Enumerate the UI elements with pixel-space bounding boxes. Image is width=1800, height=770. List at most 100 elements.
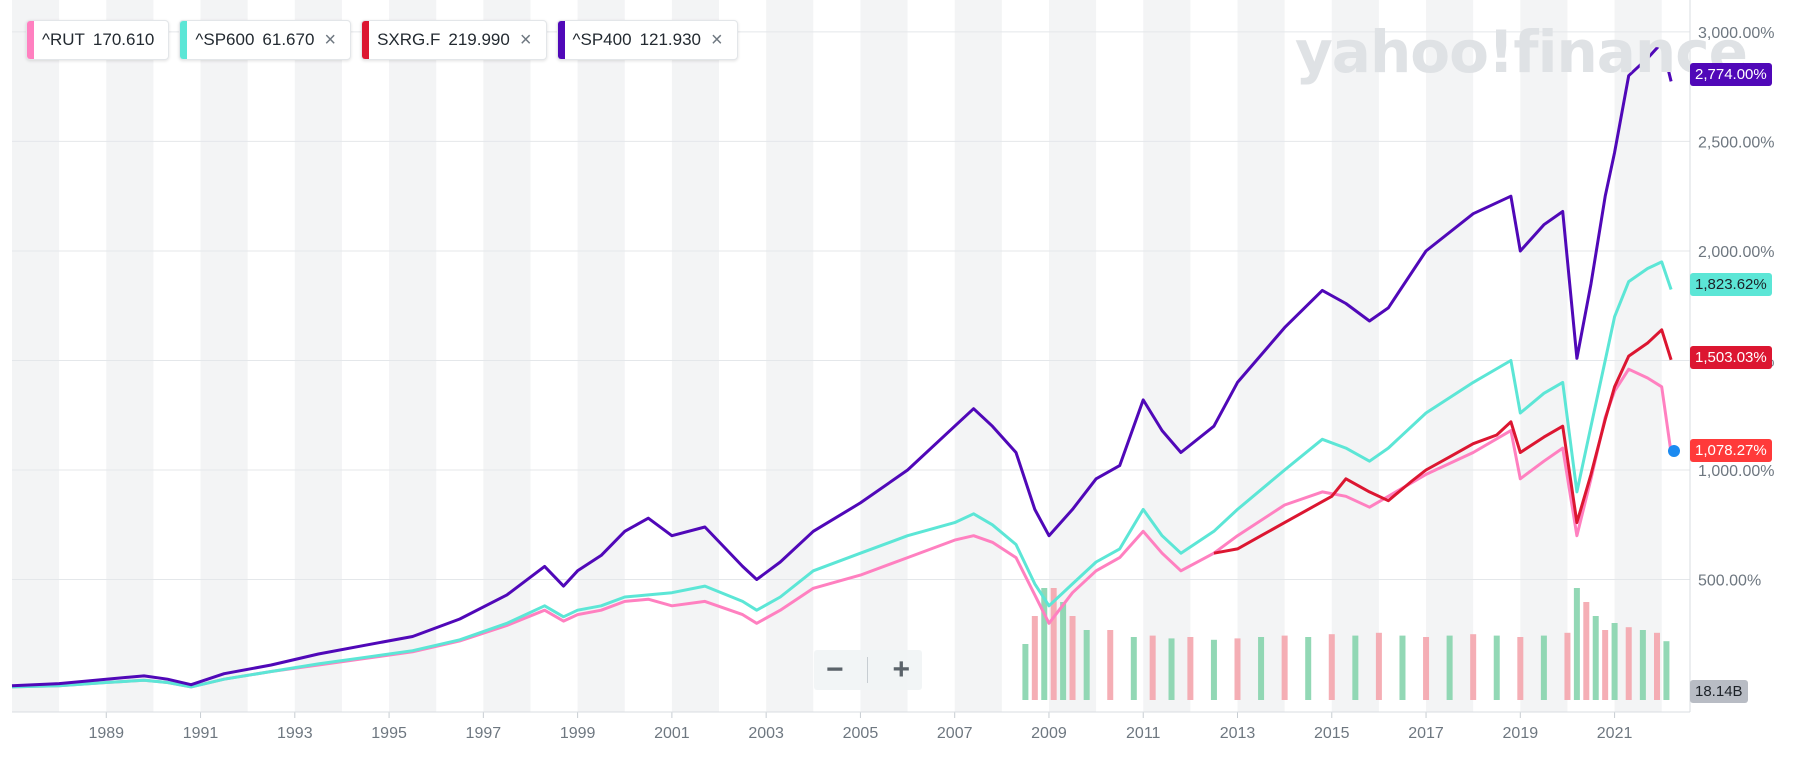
volume-bar [1210, 639, 1217, 700]
year-band [860, 0, 908, 712]
volume-bar [1592, 616, 1599, 700]
zoom-out-button[interactable]: − [825, 653, 844, 686]
legend-color-swatch [180, 21, 188, 59]
x-tick-label: 1993 [277, 725, 313, 742]
volume-bar [1663, 641, 1670, 700]
volume-bar [1399, 635, 1406, 700]
volume-bar [1083, 630, 1090, 700]
volume-bar [1031, 616, 1038, 700]
legend-symbol: ^SP600 [195, 30, 255, 49]
volume-bar [1168, 638, 1175, 700]
volume-bar [1639, 630, 1646, 700]
series-line-sp600 [11, 260, 1673, 689]
y-tick-label: 1,000.00% [1698, 463, 1775, 480]
x-tick-label: 2021 [1597, 725, 1633, 742]
end-label-rut: 1,078.27% [1690, 439, 1772, 462]
x-tick-label: 2015 [1314, 725, 1350, 742]
series-lines [11, 41, 1673, 689]
year-band [671, 0, 720, 712]
volume-label: 18.14B [1690, 680, 1748, 703]
legend-chip-rut[interactable]: ^RUT 170.610 [26, 20, 170, 60]
y-tick-label: 2,000.00% [1698, 244, 1775, 261]
x-tick-label: 1997 [466, 725, 502, 742]
volume-bar [1187, 637, 1194, 700]
volume-bar [1602, 630, 1609, 700]
close-icon[interactable]: × [324, 29, 337, 51]
volume-bar [1041, 588, 1048, 700]
year-band [1426, 0, 1474, 712]
legend-chip-sp600[interactable]: ^SP600 61.670 × [179, 20, 352, 60]
current-price-dot [1668, 445, 1680, 457]
y-tick-label: 500.00% [1698, 573, 1761, 590]
y-tick-label: 2,500.00% [1698, 134, 1775, 151]
volume-bar [1281, 635, 1288, 700]
year-band [1614, 0, 1662, 712]
x-tick-label: 1989 [88, 725, 124, 742]
legend-chip-sp400[interactable]: ^SP400 121.930 × [556, 20, 738, 60]
volume-bar [1060, 602, 1067, 700]
legend-color-swatch [362, 21, 370, 59]
x-tick-label: 2001 [654, 725, 690, 742]
volume-bar [1352, 635, 1359, 700]
volume-bar [1258, 637, 1265, 700]
volume-bar [1573, 588, 1580, 700]
volume-bar [1375, 632, 1382, 700]
volume-bar [1328, 634, 1335, 700]
series-line-sp400 [11, 41, 1673, 688]
legend-symbol: ^SP400 [572, 30, 632, 49]
x-tick-label: 2005 [843, 725, 879, 742]
zoom-in-button[interactable]: + [892, 653, 910, 686]
legend-value: 61.670 [262, 30, 315, 49]
y-axis-ticks: 500.00%1,000.00%1,500.00%2,000.00%2,500.… [1698, 25, 1775, 590]
x-tick-label: 2017 [1408, 725, 1444, 742]
volume-bar [1517, 637, 1524, 700]
alternating-year-bands [12, 0, 1662, 712]
end-label-sxrg: 1,503.03% [1690, 346, 1772, 369]
volume-bar [1446, 635, 1453, 700]
volume-bar [1107, 630, 1114, 700]
year-band [389, 0, 437, 712]
x-tick-label: 2007 [937, 725, 973, 742]
x-axis-ticks: 1989 1991 1993 1995 1997 1999 2001 2003 2005 2007… [88, 712, 1632, 742]
end-label-sp400: 2,774.00% [1690, 63, 1772, 86]
volume-bar [1305, 637, 1312, 700]
volume-bar [1625, 627, 1632, 700]
close-icon[interactable]: × [711, 29, 723, 51]
x-tick-label: 1999 [560, 725, 596, 742]
series-line-sxrgf [1213, 328, 1673, 555]
legend-color-swatch [27, 21, 34, 59]
volume-bar [1540, 635, 1547, 700]
zoom-controls: − + [814, 650, 922, 690]
x-tick-label: 1991 [183, 725, 219, 742]
legend-value: 170.610 [92, 30, 155, 49]
volume-bar [1470, 634, 1477, 700]
volume-bar [1069, 616, 1076, 700]
end-label-sp600: 1,823.62% [1690, 273, 1772, 296]
volume-bar [1149, 635, 1156, 700]
volume-bar [1611, 623, 1618, 700]
year-band [12, 0, 60, 712]
x-tick-label: 1995 [371, 725, 407, 742]
legend-symbol: SXRG.F [377, 30, 441, 49]
legend-value: 121.930 [639, 30, 702, 49]
y-tick-label: 3,000.00% [1698, 25, 1775, 42]
x-tick-label: 2009 [1031, 725, 1067, 742]
close-icon[interactable]: × [519, 29, 532, 51]
volume-bar [1234, 638, 1241, 700]
year-band [106, 0, 154, 712]
year-band [1331, 0, 1379, 712]
volume-bar [1564, 632, 1571, 700]
legend-chip-sxrg[interactable]: SXRG.F 219.990 × [361, 20, 547, 60]
volume-bar [1130, 637, 1137, 700]
x-tick-label: 2011 [1126, 725, 1161, 742]
volume-bar [1423, 637, 1430, 700]
volume-bars [1022, 588, 1670, 700]
x-tick-label: 2019 [1503, 725, 1539, 742]
legend-color-swatch [557, 21, 565, 59]
year-band [1520, 0, 1568, 712]
year-band [483, 0, 531, 712]
year-band [577, 0, 625, 712]
x-tick-label: 2013 [1220, 725, 1256, 742]
year-band [1143, 0, 1191, 712]
